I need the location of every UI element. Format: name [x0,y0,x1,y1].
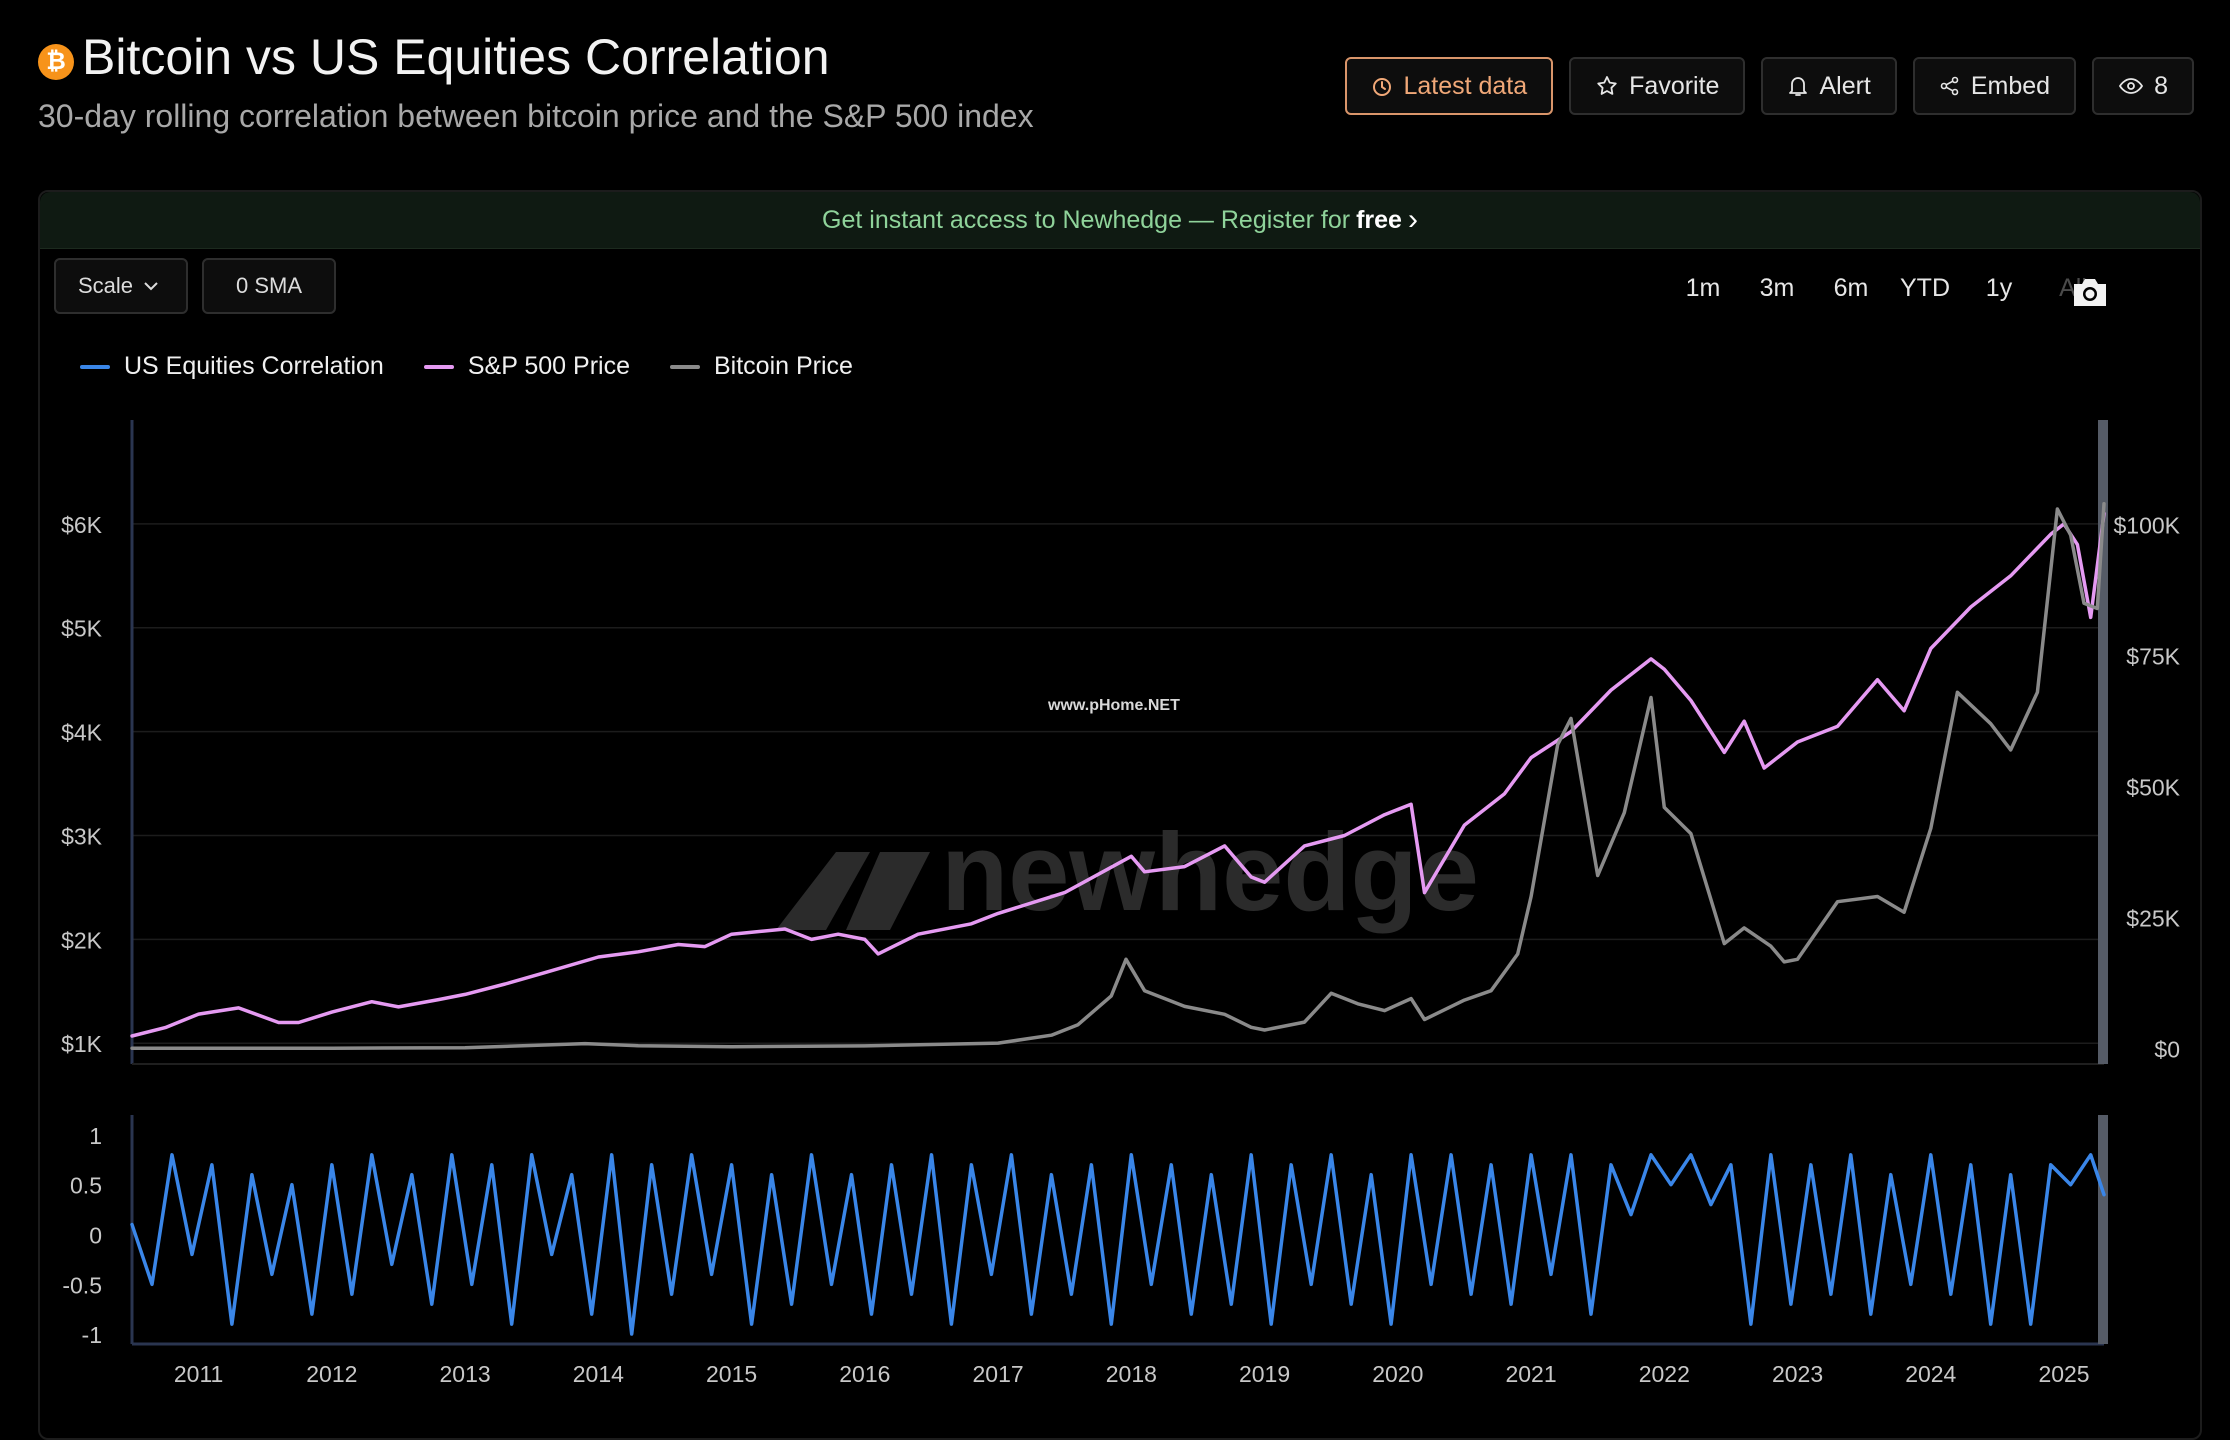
y-tick-correlation: 0.5 [70,1173,102,1199]
y-tick-left: $3K [61,823,103,849]
range-6m[interactable]: 6m [1833,274,1869,302]
y-tick-correlation: 0 [89,1222,102,1248]
legend-item-sp500[interactable]: S&P 500 Price [423,352,630,381]
y-tick-correlation: -0.5 [62,1272,102,1298]
alert-label: Alert [1819,71,1871,100]
x-tick: 2025 [2038,1361,2089,1387]
site-watermark: www.pHome.NET [1048,697,1180,714]
banner-free-link[interactable]: free [1356,205,1402,234]
chart-header: ₿ Bitcoin vs US Equities Correlation 30-… [36,28,1236,148]
x-tick: 2014 [573,1361,624,1387]
x-tick: 2019 [1239,1361,1290,1387]
chevron-down-icon [144,282,158,291]
range-1m[interactable]: 1m [1685,274,1721,302]
legend-label: US Equities Correlation [124,352,384,380]
camera-icon[interactable] [2070,276,2110,310]
share-icon [1940,76,1959,96]
time-range-selector: 1m 3m 6m YTD 1y All [1666,264,2110,312]
alert-button[interactable]: Alert [1761,57,1897,115]
y-tick-left: $1K [61,1031,103,1057]
y-tick-correlation: 1 [89,1123,102,1149]
x-tick: 2020 [1372,1361,1423,1387]
navigator-handle-lower [2098,1115,2108,1344]
y-tick-right: $25K [2126,905,2180,931]
range-1y[interactable]: 1y [1985,274,2013,302]
range-ytd[interactable]: YTD [1900,274,1950,302]
x-tick: 2016 [839,1361,890,1387]
y-tick-left: $2K [61,927,103,953]
legend-label: S&P 500 Price [467,352,630,380]
legend-item-correlation[interactable]: US Equities Correlation [80,352,384,381]
chevron-right-icon: › [1407,203,1418,236]
x-tick: 2018 [1106,1361,1157,1387]
y-tick-correlation: -1 [82,1322,102,1348]
y-tick-right: $0 [2154,1036,2180,1062]
x-tick: 2023 [1772,1361,1823,1387]
bitcoin-icon: ₿ [38,44,74,80]
x-tick: 2015 [706,1361,757,1387]
series-line-bitcoin [130,502,2106,1051]
x-tick: 2021 [1505,1361,1556,1387]
series [130,502,2106,1336]
newhedge-logo-icon [846,852,930,930]
star-icon [1597,76,1617,95]
sma-label: 0 SMA [235,273,303,298]
navigator-handle-upper [2098,420,2108,1064]
latest-data-button[interactable]: Latest data [1345,57,1554,115]
y-tick-right: $100K [2113,513,2180,539]
ticks: $1K $2K $3K $4K $5K $6K $0 $25K $50K $75K $100K 1 0.… [61,512,2181,1387]
series-line-sp500 [130,511,2106,1038]
bell-icon [1789,77,1808,96]
newhedge-logo-icon [776,852,870,930]
series-line-correlation [130,1153,2106,1336]
legend-swatch [80,364,110,369]
y-tick-left: $4K [61,720,103,746]
x-tick: 2022 [1639,1361,1690,1387]
latest-data-label: Latest data [1403,71,1528,100]
scale-label: Scale [78,273,134,298]
scale-dropdown[interactable]: Scale [54,258,188,314]
legend-swatch [423,364,454,369]
x-tick: 2017 [972,1361,1023,1387]
y-tick-left: $5K [61,616,103,642]
embed-label: Embed [1970,71,2051,100]
y-tick-right: $75K [2126,644,2180,670]
x-tick: 2011 [174,1361,223,1387]
legend-item-bitcoin[interactable]: Bitcoin Price [669,352,853,381]
page-subtitle: 30-day rolling correlation between bitco… [38,98,1034,134]
views-counter[interactable]: 8 [2092,57,2194,115]
sma-selector[interactable]: 0 SMA [202,258,336,314]
page-title: Bitcoin vs US Equities Correlation [82,29,830,85]
x-tick: 2013 [440,1361,491,1387]
favorite-label: Favorite [1629,71,1720,100]
gridlines [132,523,2104,1044]
timer-icon [1373,78,1392,96]
eye-icon [2119,78,2144,94]
legend-swatch [669,364,700,369]
banner-text: Get instant access to Newhedge — Registe… [822,205,1351,234]
views-count: 8 [2154,71,2168,100]
x-tick: 2012 [306,1361,357,1387]
legend-label: Bitcoin Price [713,352,853,380]
favorite-button[interactable]: Favorite [1569,57,1746,115]
header-actions: Latest data Favorite Alert Embed 8 [1345,57,2194,117]
y-tick-left: $6K [61,512,103,538]
y-tick-right: $50K [2126,775,2180,801]
register-banner[interactable]: Get instant access to Newhedge — Registe… [40,192,2200,249]
x-tick: 2024 [1905,1361,1956,1387]
chart-legend: US Equities Correlation S&P 500 Price Bi… [80,352,853,381]
range-3m[interactable]: 3m [1759,274,1795,302]
axes [130,420,2108,1346]
newhedge-watermark: newhedge [941,811,1479,934]
embed-button[interactable]: Embed [1912,57,2077,115]
